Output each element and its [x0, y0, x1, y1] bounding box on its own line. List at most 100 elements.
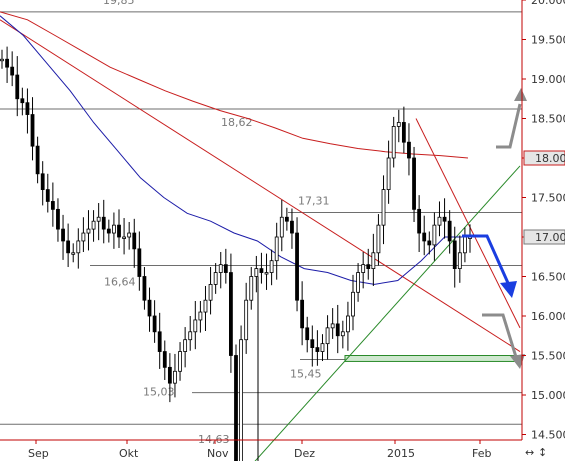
level-label: 15,45: [290, 367, 322, 380]
price-bar-body: [259, 268, 264, 273]
support-zone-band: [344, 355, 523, 362]
price-bar-body: [234, 355, 238, 461]
ma-line-sma-short: [0, 15, 468, 285]
price-bar-body: [407, 141, 411, 159]
price-bar-body: [371, 252, 376, 270]
price-bar-body: [315, 347, 320, 352]
price-bar-body: [147, 299, 152, 317]
price-bar-body: [162, 351, 167, 368]
x-tick-label: 2015: [387, 447, 415, 460]
scenario-arrows: [462, 88, 527, 369]
price-bar-body: [376, 224, 381, 254]
price-bar-body: [86, 228, 91, 234]
price-bar-body: [391, 126, 396, 159]
price-bar-body: [198, 311, 203, 321]
scenario-arrow-up-head: [514, 88, 527, 101]
level-label: 16,64: [104, 275, 136, 288]
price-bar-body: [50, 201, 55, 210]
price-bar-body: [157, 331, 162, 352]
price-bar-body: [132, 232, 137, 250]
price-bar-body: [381, 189, 386, 226]
price-bar-body: [71, 252, 76, 255]
price-bar-body: [437, 216, 442, 226]
y-tick-label: 18.500: [531, 113, 565, 126]
price-bar-body: [325, 327, 330, 345]
price-bar-body: [15, 74, 20, 100]
price-bar-body: [356, 272, 360, 293]
price-bar-body: [279, 216, 284, 238]
y-tick-label: 17.500: [531, 192, 565, 205]
price-badge-box: [523, 229, 565, 245]
price-bar-body: [295, 232, 299, 301]
price-badge-label: 17.00: [535, 231, 565, 244]
level-label: 17,31: [298, 195, 330, 208]
level-label: 19,85: [103, 0, 135, 7]
x-tick-label: Dez: [294, 447, 315, 460]
price-bar-body: [117, 224, 121, 238]
price-bar-body: [152, 315, 157, 333]
price-bar-body: [274, 236, 279, 262]
ma-badge-label: 18.00: [535, 152, 565, 165]
level-label: 18,62: [221, 116, 253, 129]
price-bar-body: [422, 232, 427, 242]
price-bar-body: [203, 299, 208, 313]
ma-line-sma-long: [0, 11, 469, 159]
price-bar-body: [361, 264, 366, 273]
price-bar-body: [457, 252, 462, 270]
price-bar-body: [101, 216, 106, 230]
price-bar-body: [183, 339, 188, 352]
price-bar-body: [249, 276, 254, 301]
price-bar-body: [254, 268, 259, 277]
price-bar-body: [417, 208, 422, 234]
price-bar-body: [264, 272, 269, 275]
x-tick-label: Okt: [119, 447, 139, 460]
svg-text:↔: ↔: [525, 446, 534, 459]
price-bar-body: [56, 208, 60, 230]
price-bar-body: [463, 236, 467, 254]
price-bar-body: [452, 240, 457, 269]
price-bar-body: [335, 323, 340, 337]
price-bar-body: [178, 351, 182, 372]
scenario-arrow-up: [496, 103, 522, 149]
price-bar-body: [213, 272, 218, 285]
zoom-icon[interactable]: ↔ ↕: [525, 446, 547, 459]
price-bar-body: [76, 240, 81, 254]
price-bar-body: [45, 189, 50, 202]
price-bar-body: [137, 248, 142, 277]
price-bar-body: [173, 370, 177, 384]
price-bar-body: [96, 216, 101, 222]
price-bar-body: [305, 327, 310, 341]
y-tick-label: 19.000: [531, 73, 565, 86]
price-bar-body: [427, 240, 432, 246]
price-bar-body: [40, 173, 45, 191]
price-bar-body: [106, 228, 111, 234]
price-bar-body: [61, 228, 65, 242]
price-bar-body: [442, 216, 447, 222]
price-badges: 18.00 17.00: [523, 150, 565, 245]
price-bar-body: [447, 220, 452, 242]
scenario-arrow-down-primary-head: [500, 281, 517, 298]
y-tick-label: 16.000: [531, 310, 565, 323]
price-bar-body: [30, 114, 35, 147]
price-bar-body: [142, 276, 147, 301]
x-axis: Sep Okt Nov Dez 2015 Feb: [28, 440, 491, 460]
y-tick-label: 16.500: [531, 271, 565, 284]
price-bar-body: [310, 339, 315, 349]
price-bar-body: [239, 339, 243, 461]
price-bar-body: [91, 220, 96, 230]
price-bar-body: [396, 122, 401, 127]
price-bar-body: [432, 224, 437, 246]
price-bar-body: [122, 236, 126, 239]
trend-lines: [0, 19, 521, 461]
trend-line-support: [254, 165, 521, 461]
price-bar-body: [223, 264, 228, 273]
price-bar-body: [193, 319, 198, 333]
price-bar-body: [330, 323, 335, 329]
scenario-arrow-down-secondary-head: [510, 354, 525, 369]
price-bar-body: [188, 331, 193, 341]
level-label: 15,03: [143, 386, 175, 399]
y-tick-label: 15.000: [531, 389, 565, 402]
price-bar-body: [412, 157, 416, 210]
price-bar-body: [167, 366, 172, 384]
